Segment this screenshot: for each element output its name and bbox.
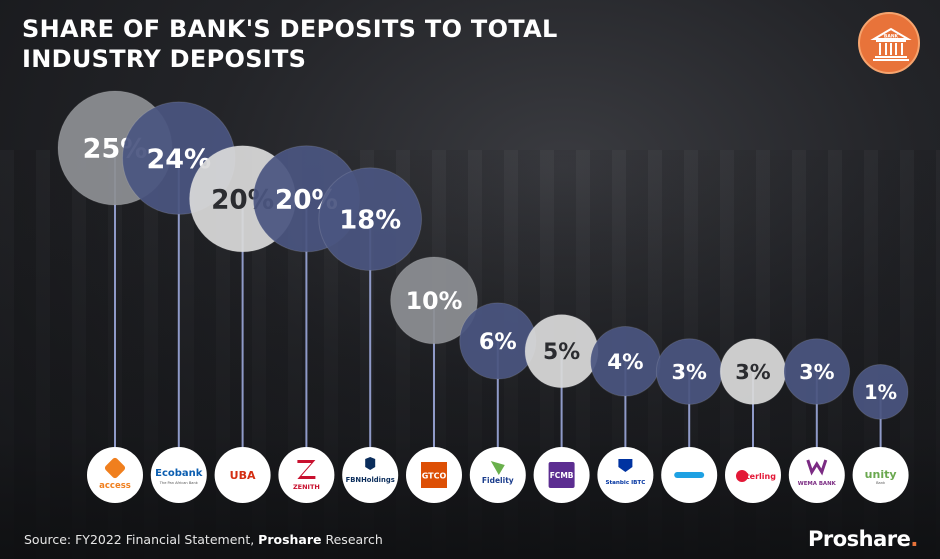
source-note: Source: FY2022 Financial Statement, Pros… xyxy=(24,532,383,547)
fidelity-leaf-mark xyxy=(490,461,505,475)
wema-bank-logo: WEMA BANK xyxy=(788,447,845,503)
logo-tagline: The Pan African Bank xyxy=(159,481,199,485)
logo-circle xyxy=(788,447,845,503)
gtco-logo: GTCO xyxy=(406,447,462,503)
fcmb-square-mark xyxy=(548,462,575,488)
bubble-chart: 25% 24%20% 20%18%10%6% 5% 4% 3% 3% 3%1% accessE… xyxy=(58,91,909,503)
logo-text: Ecobank xyxy=(155,468,203,479)
data-label: 1% xyxy=(864,381,897,404)
logo-text: access xyxy=(99,481,131,491)
union-bank-bar-mark xyxy=(674,472,705,478)
logo-text: WEMA BANK xyxy=(798,481,837,487)
logo-tagline: Bank xyxy=(876,481,886,485)
data-label: 10% xyxy=(406,287,463,315)
logo-circle xyxy=(342,447,399,503)
chart-title: SHARE OF BANK'S DEPOSITS TO TOTAL INDUST… xyxy=(22,14,622,74)
chart-title-line1: SHARE OF BANK'S DEPOSITS TO TOTAL xyxy=(22,15,558,43)
fbnholdings-logo: FBNHoldings xyxy=(342,447,399,503)
data-label: 5% xyxy=(543,340,580,365)
brand-name: Proshare xyxy=(808,527,911,551)
fcmb-logo: FCMB xyxy=(533,447,590,503)
stanbic-ibtc-logo: Stanbic IBTC xyxy=(597,447,654,503)
ecobank-logo: Ecobank The Pan African Bank xyxy=(150,447,207,503)
logo-circle xyxy=(725,447,781,503)
bubble-fbnholdings xyxy=(318,167,423,272)
proshare-logo: Proshare. xyxy=(808,527,918,551)
access-logo: access xyxy=(87,447,143,503)
logo-text: unity xyxy=(865,468,897,481)
access-diamond-mark xyxy=(104,457,126,479)
fbn-horse-mark xyxy=(365,457,376,470)
logo-text: Stanbic IBTC xyxy=(605,480,645,486)
source-prefix: Source: FY2022 Financial Statement, xyxy=(24,532,259,547)
bubble-wema-bank xyxy=(783,338,851,405)
source-bold: Proshare xyxy=(258,532,322,547)
bubble-unity xyxy=(852,363,909,420)
data-label: 3% xyxy=(671,360,707,384)
logo-text: FBNHoldings xyxy=(346,476,395,484)
zenith-z-mark xyxy=(297,460,316,479)
union-bank-logo xyxy=(661,447,718,503)
uba-logo: UBA xyxy=(214,447,271,503)
bank-building-icon: BANK xyxy=(858,12,920,74)
sterling-logo: Sterling xyxy=(725,447,781,503)
logo-circle xyxy=(852,447,909,503)
logo-circle xyxy=(150,447,207,503)
logo-circle xyxy=(278,447,335,503)
logo-text: Fidelity xyxy=(482,476,514,485)
chart-title-line2: INDUSTRY DEPOSITS xyxy=(22,45,307,73)
logo-text: UBA xyxy=(230,469,256,482)
gtco-square-mark xyxy=(421,462,447,488)
zenith-logo: ZENITH xyxy=(278,447,335,503)
wema-w-mark xyxy=(806,459,828,476)
data-label: 3% xyxy=(735,360,771,384)
logo-circle xyxy=(214,447,271,503)
source-suffix: Research xyxy=(321,532,383,547)
logo-text: GTCO xyxy=(422,472,447,481)
data-label: 4% xyxy=(607,350,643,375)
sterling-dot-mark xyxy=(736,470,748,482)
bubble-gtco xyxy=(390,256,478,345)
stanbic-shield-mark xyxy=(618,459,633,472)
logo-circle xyxy=(469,447,526,503)
data-label: 3% xyxy=(799,360,835,384)
data-label: 6% xyxy=(479,329,517,355)
bank-badge-text: BANK xyxy=(884,34,899,40)
fidelity-logo: Fidelity xyxy=(469,447,526,503)
logo-text: FCMB xyxy=(550,471,574,480)
logo-circle xyxy=(597,447,654,503)
logo-text: Sterling xyxy=(740,472,776,481)
data-label: 18% xyxy=(339,205,401,235)
brand-dot: . xyxy=(910,527,918,551)
logo-text: ZENITH xyxy=(293,483,320,491)
